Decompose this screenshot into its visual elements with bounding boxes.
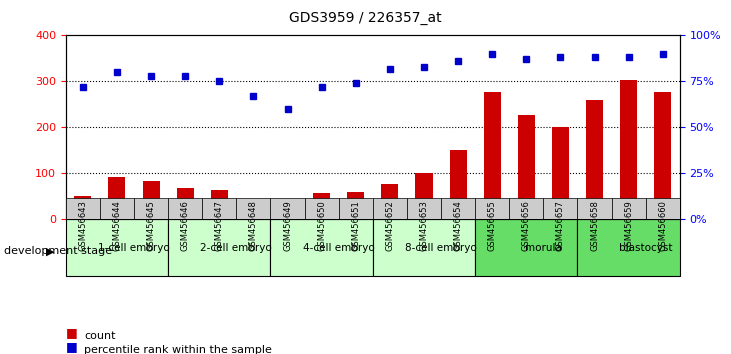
FancyBboxPatch shape [134,198,168,219]
FancyBboxPatch shape [100,198,134,219]
Text: percentile rank within the sample: percentile rank within the sample [84,346,272,354]
Text: GSM456655: GSM456655 [488,200,496,251]
FancyBboxPatch shape [373,219,475,276]
FancyBboxPatch shape [612,198,645,219]
Text: GSM456647: GSM456647 [215,200,224,251]
Bar [552,127,569,219]
Text: ■: ■ [66,326,77,339]
Text: GSM456657: GSM456657 [556,200,565,251]
Bar [143,181,159,219]
FancyBboxPatch shape [475,219,577,276]
Text: 1-cell embryo: 1-cell embryo [98,243,170,253]
Bar [484,92,501,219]
Text: GSM456660: GSM456660 [659,200,667,251]
Text: 8-cell embryo: 8-cell embryo [405,243,477,253]
Bar [75,196,91,219]
Bar [211,189,228,219]
Text: development stage: development stage [4,246,112,256]
Text: GSM456653: GSM456653 [420,200,428,251]
Text: GDS3959 / 226357_at: GDS3959 / 226357_at [289,11,442,25]
FancyBboxPatch shape [270,198,305,219]
Text: 2-cell embryo: 2-cell embryo [200,243,272,253]
Bar [108,177,126,219]
Text: GSM456659: GSM456659 [624,200,633,251]
FancyBboxPatch shape [645,198,680,219]
Text: ▶: ▶ [46,246,55,256]
Bar [313,193,330,219]
Text: GSM456654: GSM456654 [454,200,463,251]
FancyBboxPatch shape [168,219,270,276]
Bar [279,208,296,219]
Text: GSM456651: GSM456651 [352,200,360,251]
FancyBboxPatch shape [543,198,577,219]
Text: GSM456656: GSM456656 [522,200,531,251]
Bar [245,202,262,219]
FancyBboxPatch shape [338,198,373,219]
Text: count: count [84,331,115,341]
FancyBboxPatch shape [202,198,236,219]
Text: 4-cell embryo: 4-cell embryo [303,243,374,253]
FancyBboxPatch shape [236,198,270,219]
FancyBboxPatch shape [305,198,338,219]
Text: GSM456645: GSM456645 [147,200,156,251]
Text: GSM456650: GSM456650 [317,200,326,251]
FancyBboxPatch shape [66,219,168,276]
Text: GSM456648: GSM456648 [249,200,258,251]
Text: ■: ■ [66,341,77,353]
Bar [450,149,466,219]
FancyBboxPatch shape [577,198,612,219]
Bar [620,80,637,219]
Text: GSM456649: GSM456649 [283,200,292,251]
FancyBboxPatch shape [441,198,475,219]
FancyBboxPatch shape [373,198,407,219]
Bar [518,115,535,219]
Text: GSM456652: GSM456652 [385,200,394,251]
Text: GSM456646: GSM456646 [181,200,189,251]
FancyBboxPatch shape [270,219,373,276]
Text: GSM456644: GSM456644 [113,200,121,251]
Text: GSM456643: GSM456643 [78,200,87,251]
Text: morula: morula [525,243,562,253]
Bar [347,192,364,219]
FancyBboxPatch shape [510,198,543,219]
FancyBboxPatch shape [407,198,441,219]
Bar [586,100,603,219]
Bar [177,188,194,219]
FancyBboxPatch shape [66,198,100,219]
Text: GSM456658: GSM456658 [590,200,599,251]
Text: blastocyst: blastocyst [619,243,673,253]
FancyBboxPatch shape [168,198,202,219]
FancyBboxPatch shape [577,219,680,276]
Bar [382,184,398,219]
Bar [654,92,671,219]
FancyBboxPatch shape [475,198,510,219]
Bar [415,173,433,219]
